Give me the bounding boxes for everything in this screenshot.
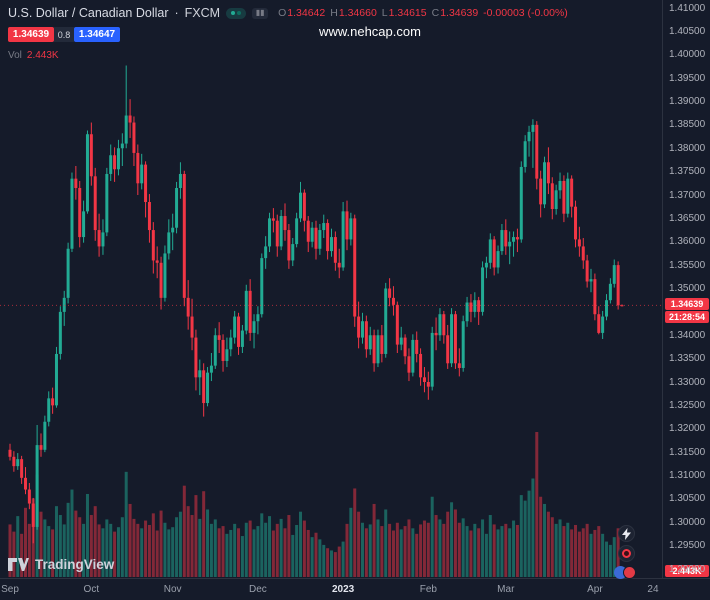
time-tick-label: 2023 (331, 584, 355, 595)
volume-axis-badge: 2.443K (665, 565, 709, 577)
pair-flags-icon[interactable] (614, 565, 638, 580)
price-tick-label: 1.39500 (669, 72, 706, 84)
volume-value: 2.443K (26, 50, 59, 61)
time-axis[interactable]: Sep Oct Nov Dec 2023 Feb Mar Apr 24 (0, 578, 710, 600)
low-label: L (381, 7, 388, 19)
close-value: 1.34639 (440, 7, 479, 19)
spread-value: 0.8 (54, 27, 74, 42)
bar-countdown-badge: 21:28:54 (665, 311, 709, 324)
low-value: 1.34615 (388, 7, 427, 19)
floating-icons (614, 525, 638, 580)
sell-button[interactable]: 1.34639 (8, 27, 54, 42)
time-tick-label: 24 (647, 584, 659, 595)
last-price-badge: 1.34639 (665, 298, 709, 311)
market-status-icon[interactable] (226, 7, 247, 19)
open-value: 1.34642 (287, 7, 326, 19)
fxcm-logo-icon[interactable] (617, 545, 635, 562)
price-tick-label: 1.31000 (669, 470, 706, 481)
price-tick-label: 1.30500 (669, 493, 706, 505)
price-tick-label: 1.34000 (669, 329, 706, 341)
price-tick-label: 1.33000 (669, 376, 706, 388)
price-tick-label: 1.39000 (669, 96, 706, 107)
price-tick-label: 1.40500 (669, 25, 706, 37)
watermark-text: www.nehcap.com (319, 24, 421, 39)
time-tick-label: Oct (83, 584, 100, 595)
time-tick-label: Dec (248, 584, 267, 595)
tradingview-logo-text: TradingView (35, 557, 115, 572)
price-tick-label: 1.38000 (669, 142, 706, 154)
time-tick-label: Apr (587, 584, 603, 595)
boost-icon[interactable] (617, 525, 635, 542)
buy-button[interactable]: 1.34647 (74, 27, 120, 42)
volume-row: Vol 2.443K (8, 50, 568, 61)
tradingview-logo[interactable]: TradingView (8, 557, 114, 572)
high-value: 1.34660 (338, 7, 377, 19)
price-tick-label: 1.31500 (669, 446, 706, 458)
price-tick-label: 1.38500 (669, 119, 706, 131)
price-axis[interactable]: 1.34639 21:28:54 2.443K 1.41000 1.40500 1.… (662, 0, 710, 578)
trade-buttons-row: 1.34639 0.8 1.34647 (8, 27, 568, 42)
price-tick-label: 1.37000 (669, 189, 706, 201)
price-tick-label: 1.33500 (669, 353, 706, 365)
exchange-name[interactable]: FXCM (184, 6, 221, 20)
time-tick-label: Mar (497, 584, 515, 595)
close-label: C (431, 7, 440, 19)
volume-label[interactable]: Vol (8, 50, 22, 61)
price-chart-canvas[interactable] (0, 0, 662, 578)
price-tick-label: 1.36000 (669, 236, 706, 248)
price-tick-label: 1.29500 (669, 540, 706, 552)
symbol-title[interactable]: U.S. Dollar / Canadian Dollar (8, 6, 169, 20)
price-tick-label: 1.36500 (669, 212, 706, 224)
price-tick-label: 1.35000 (669, 283, 706, 294)
price-tick-label: 1.32000 (669, 423, 706, 435)
price-tick-label: 1.41000 (669, 2, 706, 14)
price-tick-label: 1.32500 (669, 399, 706, 411)
price-tick-label: 1.35500 (669, 259, 706, 271)
symbol-row: U.S. Dollar / Canadian Dollar · FXCM ▮▮ … (8, 6, 568, 20)
time-tick-label: Sep (1, 584, 19, 595)
open-label: O (278, 7, 287, 19)
price-tick-label: 1.29000 (669, 563, 706, 575)
high-label: H (330, 7, 338, 19)
tradingview-logo-icon (8, 558, 29, 571)
more-options-icon[interactable]: ▮▮ (252, 7, 269, 19)
symbol-separator: · (174, 6, 179, 20)
time-tick-label: Feb (419, 584, 437, 595)
change-value: -0.00003 (-0.00%) (483, 7, 568, 19)
price-tick-label: 1.40000 (669, 49, 706, 61)
chart-legend: U.S. Dollar / Canadian Dollar · FXCM ▮▮ … (8, 6, 568, 61)
price-tick-label: 1.37500 (669, 166, 706, 178)
time-tick-label: Nov (163, 584, 182, 595)
price-tick-label: 1.30000 (669, 516, 706, 528)
ohlc-values: O 1.34642 H 1.34660 L 1.34615 C 1.34639 -0.0… (278, 7, 568, 19)
